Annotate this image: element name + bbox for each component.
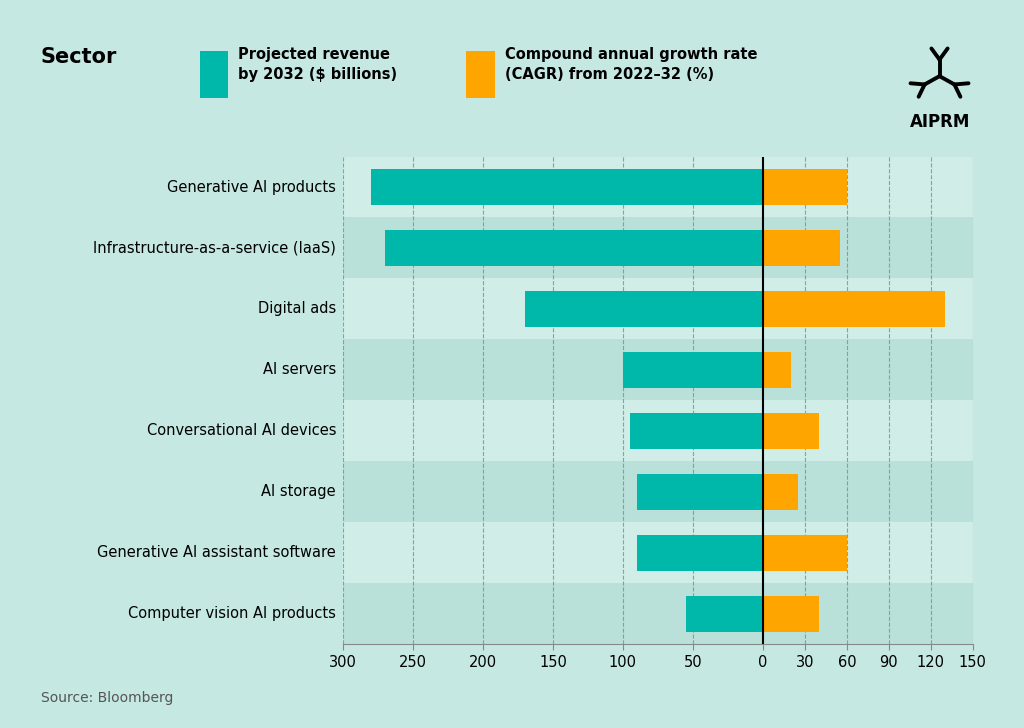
Bar: [630, 413, 763, 449]
Bar: [763, 352, 791, 388]
Bar: [637, 534, 763, 571]
Bar: [343, 400, 973, 462]
Text: Infrastructure-as-a-service (IaaS): Infrastructure-as-a-service (IaaS): [93, 240, 336, 256]
Bar: [343, 278, 973, 339]
Text: AIPRM: AIPRM: [910, 113, 970, 131]
Bar: [343, 157, 973, 218]
Bar: [343, 218, 973, 278]
Bar: [763, 169, 847, 205]
Text: Projected revenue
by 2032 ($ billions): Projected revenue by 2032 ($ billions): [238, 47, 396, 82]
Bar: [343, 583, 973, 644]
Text: AI servers: AI servers: [263, 363, 336, 377]
Text: Computer vision AI products: Computer vision AI products: [128, 606, 336, 621]
Bar: [343, 462, 973, 523]
Bar: [623, 352, 763, 388]
Bar: [763, 290, 945, 327]
Text: Generative AI products: Generative AI products: [167, 180, 336, 194]
Text: Generative AI assistant software: Generative AI assistant software: [97, 545, 336, 561]
Bar: [343, 339, 973, 400]
Bar: [763, 534, 847, 571]
Bar: [763, 230, 840, 266]
Bar: [763, 413, 819, 449]
Text: Conversational AI devices: Conversational AI devices: [146, 424, 336, 438]
Text: Sector: Sector: [41, 47, 118, 67]
Bar: [686, 596, 763, 632]
Text: Digital ads: Digital ads: [258, 301, 336, 317]
Text: AI storage: AI storage: [261, 484, 336, 499]
Text: Compound annual growth rate
(CAGR) from 2022–32 (%): Compound annual growth rate (CAGR) from …: [505, 47, 758, 82]
Bar: [385, 230, 763, 266]
Text: Source: Bloomberg: Source: Bloomberg: [41, 691, 173, 705]
Bar: [637, 474, 763, 510]
Bar: [343, 523, 973, 583]
Bar: [763, 474, 798, 510]
Bar: [763, 596, 819, 632]
Bar: [371, 169, 763, 205]
Bar: [525, 290, 763, 327]
